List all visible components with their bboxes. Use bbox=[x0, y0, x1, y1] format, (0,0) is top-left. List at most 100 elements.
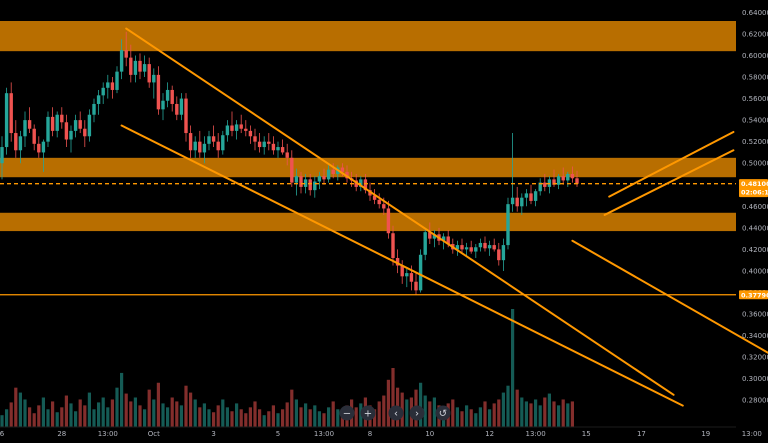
x-tick-label: 12 bbox=[485, 430, 494, 438]
x-tick-label: 28 bbox=[57, 430, 66, 438]
candle-body bbox=[483, 242, 487, 249]
candles bbox=[0, 31, 579, 295]
candle-body bbox=[464, 247, 469, 250]
candle-body bbox=[510, 197, 515, 205]
candle-body bbox=[78, 120, 82, 129]
candle-body bbox=[41, 141, 46, 153]
volume-bar bbox=[92, 409, 96, 427]
volume-bar bbox=[18, 392, 22, 427]
price-zones bbox=[0, 21, 736, 232]
volume-bar bbox=[198, 407, 202, 427]
trendlines[interactable] bbox=[120, 27, 768, 407]
trendline-2[interactable] bbox=[571, 239, 768, 360]
zoom-in-icon bbox=[360, 405, 376, 421]
candle-body bbox=[377, 199, 381, 205]
volume-bar bbox=[317, 411, 321, 427]
zoom-in-glyph: + bbox=[364, 409, 372, 420]
x-tick-label: 10 bbox=[425, 430, 434, 438]
volume-bar bbox=[322, 413, 326, 427]
candle-body bbox=[543, 182, 547, 187]
x-tick-label: 6 bbox=[0, 430, 5, 438]
volume-bar bbox=[60, 407, 64, 427]
volume-bar bbox=[423, 395, 427, 427]
candle-body bbox=[216, 141, 220, 151]
volume-bar bbox=[336, 409, 340, 427]
scroll-right-button[interactable]: › bbox=[409, 405, 425, 421]
x-tick-label: 13:00 bbox=[314, 430, 334, 438]
volume-bar bbox=[465, 405, 469, 427]
candle-body bbox=[18, 136, 23, 151]
volume-bar bbox=[28, 407, 32, 427]
trendline-1[interactable] bbox=[120, 124, 684, 407]
x-axis[interactable]: 6 28 13:00 Oct 3 5 13:00 8 10 12 13:00 15 17 19 13:00 bbox=[0, 426, 762, 438]
candle-body bbox=[556, 176, 561, 185]
chart-toolbar[interactable]: − + ‹ › ↺ bbox=[339, 405, 451, 421]
volume-bar bbox=[538, 405, 542, 427]
volume-bar bbox=[460, 411, 464, 427]
volume-bar bbox=[9, 402, 13, 427]
scroll-left-glyph: ‹ bbox=[394, 409, 398, 420]
volume-bar bbox=[497, 399, 501, 427]
volume-bar bbox=[41, 397, 45, 427]
candle-body bbox=[257, 141, 262, 148]
candle-body bbox=[175, 103, 179, 115]
candle-body bbox=[492, 245, 496, 250]
reset-icon bbox=[435, 405, 451, 421]
reset-button[interactable]: ↺ bbox=[435, 405, 451, 421]
volume-bar bbox=[143, 409, 147, 427]
volume-bar bbox=[331, 401, 335, 427]
volume-bar bbox=[202, 403, 206, 427]
candle-body bbox=[280, 147, 285, 153]
zoom-out-button[interactable]: − bbox=[339, 405, 355, 421]
volume-bar bbox=[87, 392, 91, 427]
candle-body bbox=[382, 204, 386, 209]
candle-body bbox=[129, 57, 133, 75]
candle-body bbox=[267, 141, 271, 144]
volume-bar bbox=[69, 403, 73, 427]
x-tick-label: 15 bbox=[582, 430, 591, 438]
candle-body bbox=[570, 173, 575, 179]
trendline-4[interactable] bbox=[603, 149, 735, 216]
candle-body bbox=[198, 141, 202, 153]
volume-bar bbox=[32, 413, 36, 427]
candle-body bbox=[253, 136, 257, 142]
scroll-left-button[interactable]: ‹ bbox=[388, 405, 404, 421]
volume-bar bbox=[207, 409, 211, 427]
trendline-0[interactable] bbox=[125, 27, 675, 396]
zoom-in-button[interactable]: + bbox=[360, 405, 376, 421]
candle-body bbox=[96, 95, 101, 104]
candle-body bbox=[46, 116, 50, 142]
candle-body bbox=[428, 232, 432, 239]
candle-body bbox=[308, 179, 312, 191]
volume-bar bbox=[313, 405, 317, 427]
volume-bar bbox=[179, 405, 183, 427]
volume-bar bbox=[161, 403, 165, 427]
volume-bar bbox=[0, 415, 4, 427]
volume-bar bbox=[147, 389, 151, 427]
candle-body bbox=[115, 71, 119, 90]
candle-body bbox=[156, 74, 161, 110]
candle-body bbox=[285, 152, 289, 158]
candle-body bbox=[119, 50, 124, 72]
volume-bar bbox=[299, 407, 303, 427]
candle-body bbox=[27, 120, 32, 129]
volume-bar bbox=[235, 403, 239, 427]
zoom-out-glyph: − bbox=[343, 409, 351, 420]
scroll-right-glyph: › bbox=[415, 409, 419, 420]
volume-bar bbox=[469, 409, 473, 427]
candle-body bbox=[234, 124, 239, 131]
candle-body bbox=[487, 245, 492, 249]
trendline-3[interactable] bbox=[608, 130, 735, 198]
candle-body bbox=[9, 93, 13, 134]
candle-body bbox=[515, 197, 519, 207]
volume-bar bbox=[373, 409, 377, 427]
volume-bar bbox=[271, 405, 275, 427]
